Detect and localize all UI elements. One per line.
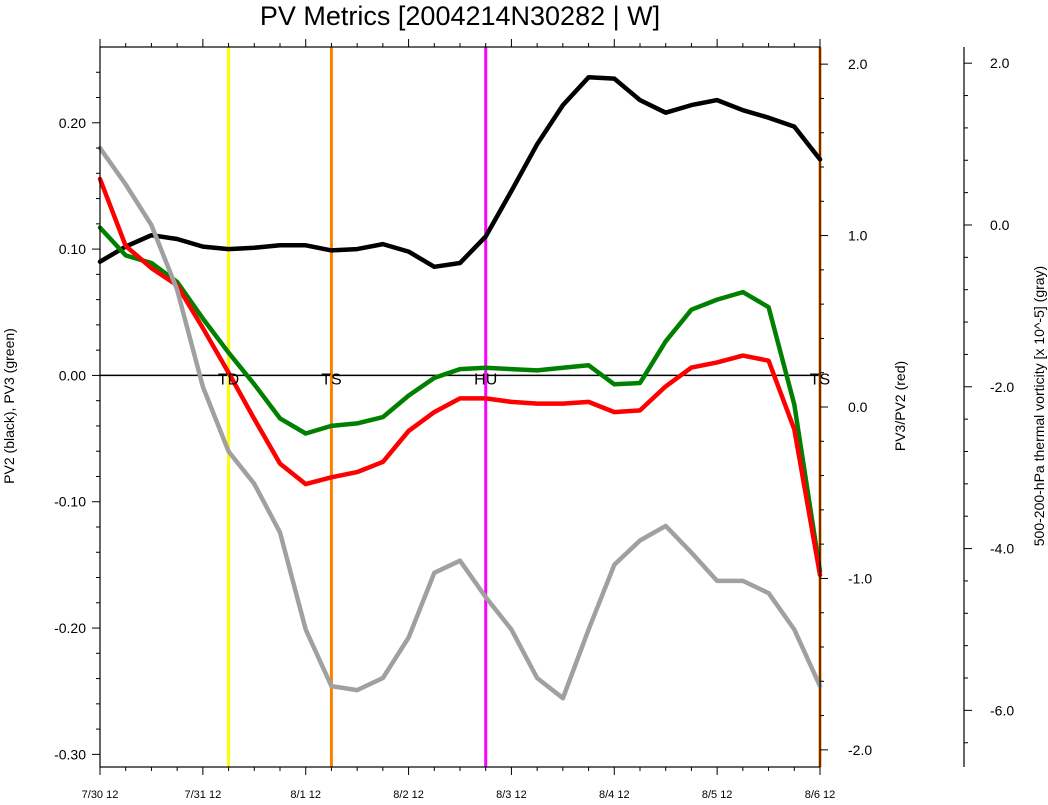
left-tick-label: 0.20 (59, 115, 86, 131)
chart-title: PV Metrics [2004214N30282 | W] (260, 1, 660, 31)
x-tick-label: 8/1 12 (290, 789, 321, 801)
left-tick-label: -0.20 (54, 620, 86, 636)
far-right-tick-label: 0.0 (990, 217, 1010, 233)
right-tick-label: -2.0 (848, 742, 872, 758)
x-tick-label: 7/31 12 (185, 789, 222, 801)
series-line-pv2 (97, 75, 823, 270)
x-tick-label: 7/30 12 (82, 789, 119, 801)
right-tick-label: 1.0 (848, 228, 868, 244)
right-axis-label: PV3/PV2 (red) (892, 361, 908, 451)
far-right-tick-label: 2.0 (990, 55, 1010, 71)
x-tick-label: 8/5 12 (702, 789, 733, 801)
series-line-pv3-pv2 (97, 176, 823, 578)
series-layer (97, 75, 823, 701)
x-tick-label: 8/6 12 (805, 789, 836, 801)
stage-label: TD (218, 371, 239, 388)
stage-label: HU (474, 371, 497, 388)
stage-label: TS (321, 371, 341, 388)
left-tick-label: 0.00 (59, 367, 86, 383)
x-tick-label: 8/4 12 (599, 789, 630, 801)
far-right-tick-label: -4.0 (990, 541, 1014, 557)
x-tick-label: 8/3 12 (496, 789, 527, 801)
series-line-pv3 (97, 225, 823, 574)
plot-area (100, 47, 822, 767)
plot-frame (99, 46, 821, 768)
axes-frame: TD TS HU TS7/30 12 7/31 12 8/1 12 8/2 12 8/3 12… (54, 39, 1014, 801)
far-right-tick-label: -2.0 (990, 379, 1014, 395)
x-tick-label: 8/2 12 (393, 789, 424, 801)
series-line-thermal-vorticity (97, 145, 823, 701)
far-right-axis-label: 500-200-hPa thermal vorticity [x 10^-5] … (1031, 266, 1047, 546)
left-tick-label: -0.10 (54, 494, 86, 510)
left-tick-label: -0.30 (54, 746, 86, 762)
right-tick-label: 0.0 (848, 399, 868, 415)
far-right-tick-label: -6.0 (990, 702, 1014, 718)
left-tick-label: 0.10 (59, 241, 86, 257)
right-tick-label: -1.0 (848, 570, 872, 586)
right-tick-label: 2.0 (848, 56, 868, 72)
left-axis-label: PV2 (black), PV3 (green) (1, 328, 17, 484)
